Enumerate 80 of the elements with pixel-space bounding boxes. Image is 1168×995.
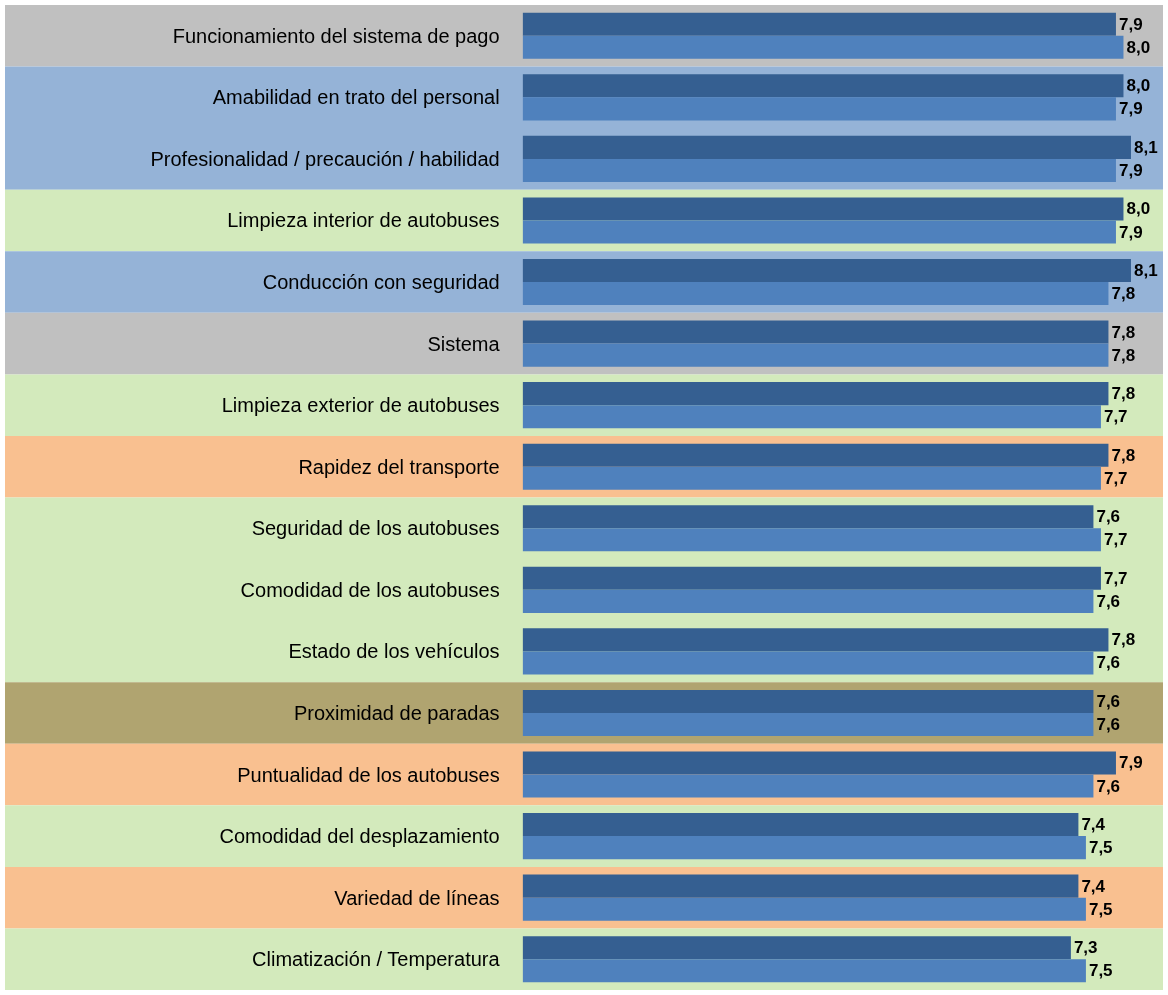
y-tick-label: Seguridad de los autobuses xyxy=(251,517,500,540)
y-tick-label: Limpieza exterior de autobuses xyxy=(221,394,500,417)
bar xyxy=(522,258,1131,283)
bar xyxy=(522,282,1109,306)
bar xyxy=(522,405,1101,429)
y-tick-label: Proximidad de paradas xyxy=(293,701,500,724)
data-label: 7,8 xyxy=(1111,445,1136,465)
data-label: 8,0 xyxy=(1126,199,1151,219)
y-tick-label: Estado de los vehículos xyxy=(288,640,500,663)
data-label: 7,8 xyxy=(1111,322,1136,342)
bar xyxy=(522,528,1101,552)
bar xyxy=(522,12,1116,36)
data-label: 7,8 xyxy=(1111,630,1136,650)
data-label: 7,5 xyxy=(1088,899,1113,919)
y-tick-label: Variedad de líneas xyxy=(334,886,500,909)
bar xyxy=(522,35,1124,59)
data-label: 7,9 xyxy=(1118,160,1143,180)
bar xyxy=(522,589,1094,613)
y-tick-label: Limpieza interior de autobuses xyxy=(227,209,500,232)
data-label: 8,1 xyxy=(1133,260,1158,280)
bar xyxy=(522,813,1079,837)
bar xyxy=(522,628,1109,652)
y-tick-label: Profesionalidad / precaución / habilidad xyxy=(150,147,500,170)
data-label: 7,5 xyxy=(1088,961,1113,981)
data-label: 7,9 xyxy=(1118,99,1143,119)
bar xyxy=(522,197,1124,221)
data-label: 7,4 xyxy=(1081,815,1106,835)
y-tick-label: Comodidad de los autobuses xyxy=(240,578,500,601)
data-label: 7,6 xyxy=(1096,776,1121,796)
data-label: 7,6 xyxy=(1096,653,1121,673)
bar xyxy=(522,466,1101,490)
bar xyxy=(522,651,1094,675)
bar xyxy=(522,712,1094,737)
data-label: 8,1 xyxy=(1133,137,1158,157)
data-label: 7,3 xyxy=(1073,938,1098,958)
bar xyxy=(522,959,1086,983)
bar xyxy=(522,774,1094,798)
bar xyxy=(522,320,1109,344)
data-label: 8,0 xyxy=(1126,76,1151,96)
bar xyxy=(522,505,1094,529)
data-label: 7,7 xyxy=(1103,568,1128,588)
data-label: 7,7 xyxy=(1103,407,1128,427)
bar xyxy=(522,897,1086,921)
data-label: 7,6 xyxy=(1096,507,1121,527)
bar xyxy=(522,74,1124,98)
y-tick-label: Puntualidad de los autobuses xyxy=(237,763,500,786)
y-tick-label: Conducción con seguridad xyxy=(262,271,500,294)
bar xyxy=(522,135,1131,159)
bar xyxy=(522,566,1101,590)
y-tick-label: Climatización / Temperatura xyxy=(252,948,501,971)
bar xyxy=(522,443,1109,467)
bar xyxy=(522,220,1116,244)
bar xyxy=(522,97,1116,121)
y-tick-label: Sistema xyxy=(427,332,501,355)
y-tick-label: Comodidad del desplazamiento xyxy=(219,825,500,848)
data-label: 7,6 xyxy=(1096,591,1121,611)
data-label: 8,0 xyxy=(1126,37,1151,57)
data-label: 7,9 xyxy=(1118,222,1143,242)
bar xyxy=(522,343,1109,367)
bar xyxy=(522,836,1086,860)
bar xyxy=(522,158,1116,182)
bar xyxy=(522,382,1109,406)
data-label: 7,4 xyxy=(1081,876,1106,896)
y-tick-label: Funcionamiento del sistema de pago xyxy=(172,24,500,47)
data-label: 7,6 xyxy=(1096,691,1121,711)
bar xyxy=(522,689,1094,713)
data-label: 7,7 xyxy=(1103,468,1128,488)
y-tick-label: Amabilidad en trato del personal xyxy=(212,86,500,109)
data-label: 7,8 xyxy=(1111,384,1136,404)
data-label: 7,9 xyxy=(1118,14,1143,34)
data-label: 7,9 xyxy=(1118,753,1143,773)
data-label: 7,8 xyxy=(1111,345,1136,365)
data-label: 7,5 xyxy=(1088,838,1113,858)
data-label: 7,7 xyxy=(1103,530,1128,550)
bar xyxy=(522,751,1116,775)
data-label: 7,6 xyxy=(1096,715,1121,735)
y-tick-label: Rapidez del transporte xyxy=(298,455,500,478)
bar xyxy=(522,936,1071,960)
bar xyxy=(522,874,1079,898)
data-label: 7,8 xyxy=(1111,284,1136,304)
